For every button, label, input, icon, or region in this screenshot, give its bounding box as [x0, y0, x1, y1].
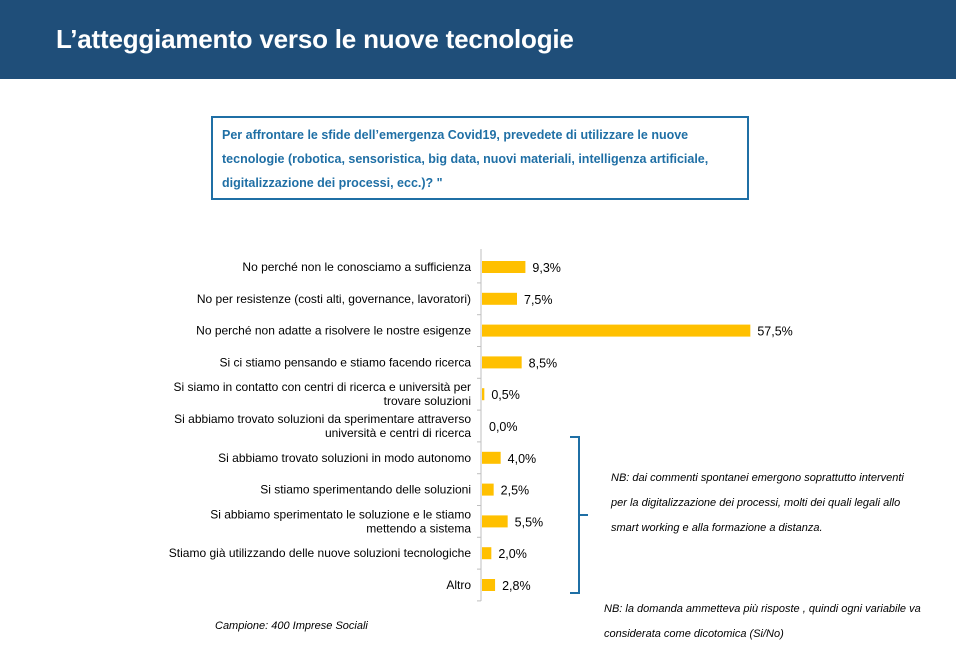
bar: [482, 292, 517, 305]
bar: [482, 579, 496, 591]
comments-note: NB: dai commenti spontanei emergono sopr…: [611, 472, 904, 534]
notes-bracket-tip: [580, 514, 588, 516]
bar: [482, 261, 526, 273]
category-label: No perché non adatte a risolvere le nost…: [196, 324, 471, 338]
bar: [482, 483, 494, 496]
value-label: 0,5%: [491, 388, 520, 402]
bar: [482, 388, 485, 401]
notes-bracket: [570, 436, 580, 594]
bar: [482, 356, 522, 369]
value-label: 57,5%: [757, 325, 792, 339]
bar: [482, 547, 492, 560]
category-label: Stiamo già utilizzando delle nuove soluz…: [169, 546, 472, 560]
multiple-answers-note: NB: la domanda ammetteva più risposte , …: [604, 603, 921, 640]
category-label: Si abbiamo sperimentato le soluzione e l…: [210, 507, 471, 535]
question-text: Per affrontare le sfide dell’emergenza C…: [222, 128, 709, 190]
value-label: 0,0%: [489, 420, 518, 434]
bar: [482, 324, 751, 337]
sample-note: Campione: 400 Imprese Sociali: [215, 620, 368, 632]
value-label: 8,5%: [529, 356, 558, 370]
question-box: Per affrontare le sfide dell’emergenza C…: [211, 116, 749, 200]
category-label: No perché non le conosciamo a sufficienz…: [242, 260, 471, 274]
value-label: 2,5%: [501, 484, 529, 498]
category-label: Si abbiamo trovato soluzioni in modo aut…: [218, 451, 471, 465]
category-label: Si abbiamo trovato soluzioni da sperimen…: [174, 412, 471, 440]
header-banner: L’atteggiamento verso le nuove tecnologi…: [0, 0, 956, 79]
bar: [482, 451, 501, 464]
bar: [482, 515, 508, 528]
page-title: L’atteggiamento verso le nuove tecnologi…: [56, 24, 574, 54]
value-label: 7,5%: [524, 293, 553, 307]
value-label: 9,3%: [532, 261, 561, 275]
category-label: Si ci stiamo pensando e stiamo facendo r…: [220, 355, 472, 369]
category-label: Si siamo in contatto con centri di ricer…: [174, 380, 471, 408]
category-label: Altro: [446, 578, 471, 592]
value-label: 4,0%: [508, 452, 536, 466]
category-label: Si stiamo sperimentando delle soluzioni: [260, 483, 471, 497]
value-label: 2,0%: [498, 547, 527, 561]
category-label: No per resistenze (costi alti, governanc…: [197, 292, 471, 306]
bar-chart: No perché non le conosciamo a sufficienz…: [169, 249, 793, 602]
value-label: 2,8%: [502, 579, 530, 593]
value-label: 5,5%: [515, 515, 544, 529]
